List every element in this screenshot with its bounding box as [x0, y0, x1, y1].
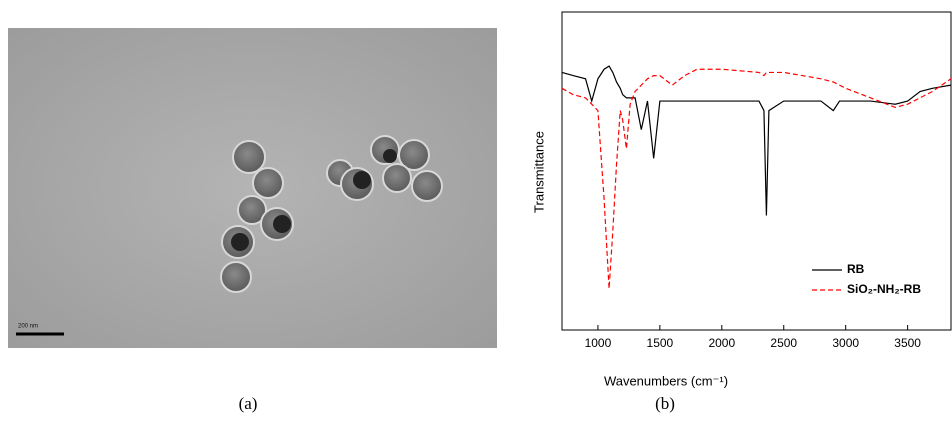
y-axis-label: Transmittance — [531, 131, 546, 213]
x-tick-label: 2000 — [708, 336, 735, 350]
tem-image: 200 nm — [8, 28, 497, 348]
x-axis-label: Wavenumbers (cm⁻¹) — [604, 373, 728, 388]
caption: (a) — [239, 394, 258, 413]
x-tick-label: 3500 — [894, 336, 921, 350]
series-line — [561, 65, 952, 216]
x-tick-label: 3000 — [832, 336, 859, 350]
x-tick-label: 1500 — [647, 336, 674, 350]
legend-label: SiO₂-NH₂-RB — [847, 282, 921, 296]
scale-bar-label: 200 nm — [18, 324, 38, 330]
series-line — [561, 68, 952, 289]
x-tick-label: 1000 — [585, 336, 612, 350]
caption: (b) — [655, 394, 675, 413]
plot-frame — [561, 11, 952, 331]
legend-label: RB — [847, 262, 865, 276]
x-tick-label: 2500 — [770, 336, 797, 350]
